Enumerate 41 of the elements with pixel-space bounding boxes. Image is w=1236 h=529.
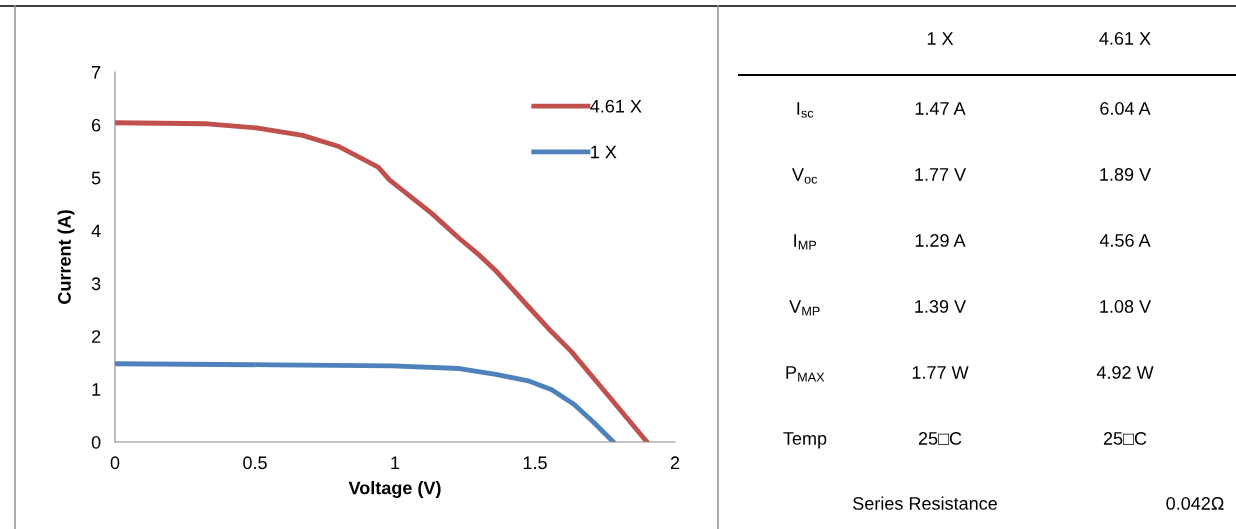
y-tick-label: 6 — [91, 118, 101, 132]
text: 1.08 V — [1100, 300, 1152, 313]
text: 1.39 V — [915, 300, 967, 313]
x-tick-label: 1.5 — [523, 456, 547, 470]
category-label: 1 X — [927, 32, 954, 45]
y-tick-label: 2 — [91, 330, 101, 343]
text: 25□C — [1103, 432, 1147, 445]
y-tick-label: 3 — [91, 277, 101, 291]
y-tick-label: 1 — [92, 383, 101, 396]
y-tick-label: 5 — [91, 171, 101, 185]
category-label: I$_{MP}$ — [794, 234, 817, 250]
y-axis-title: Current (A) — [57, 210, 75, 304]
x-axis-title: Voltage (V) — [348, 481, 441, 498]
text: 4.56 A — [1099, 234, 1151, 247]
text: 6.04 A — [1100, 102, 1151, 115]
line-series — [115, 120, 650, 442]
text: 25□C — [918, 432, 962, 445]
category-label: I$_{sc}$ — [797, 102, 814, 118]
text: 4.92 W — [1096, 366, 1154, 379]
category-label: 4.61 X — [1099, 32, 1151, 45]
text: 1.77 V — [915, 168, 967, 181]
y-tick-label: 7 — [92, 66, 101, 79]
x-tick-label: 0.5 — [243, 456, 267, 470]
category-label: Temp — [783, 432, 827, 449]
line-series — [115, 361, 616, 442]
category-label: V$_{oc}$ — [791, 168, 818, 184]
text: 1.77 W — [912, 366, 969, 379]
legend-label: 1 X — [591, 145, 617, 159]
text: 1.29 A — [915, 234, 966, 247]
text: 0.042Ω — [1166, 497, 1224, 510]
category-label: V$_{MP}$ — [789, 300, 820, 316]
y-tick-label: 0 — [91, 435, 101, 449]
legend-label: 4.61 X — [590, 99, 642, 113]
x-tick-label: 1 — [391, 456, 400, 469]
x-tick-label: 2 — [670, 456, 680, 469]
text: Series Resistance — [853, 496, 997, 510]
text: 1.47 A — [915, 102, 966, 115]
y-tick-label: 4 — [91, 224, 101, 238]
text: 1.89 V — [1100, 168, 1152, 181]
x-tick-label: 0 — [110, 456, 120, 470]
category-label: P$_{MAX}$ — [786, 366, 825, 382]
